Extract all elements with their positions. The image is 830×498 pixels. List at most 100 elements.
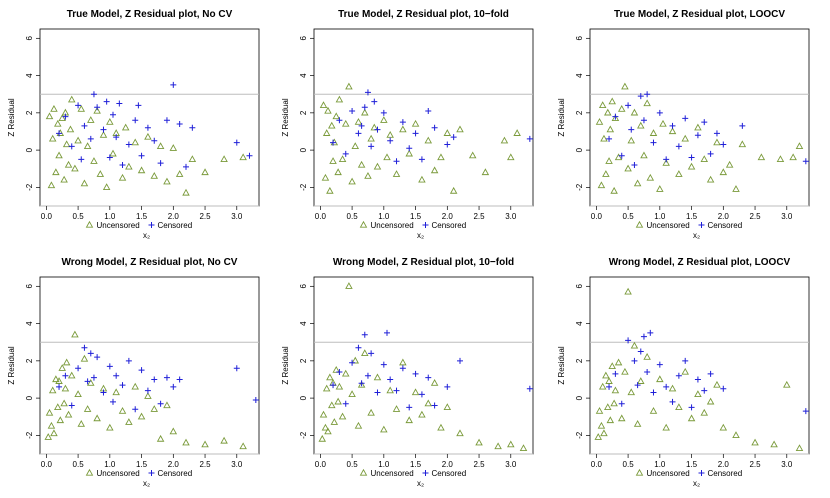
censored-point xyxy=(75,102,82,109)
uncensored-point xyxy=(62,140,71,148)
uncensored-point xyxy=(77,104,86,112)
uncensored-point xyxy=(373,373,382,381)
censored-point xyxy=(713,130,720,137)
censored-point xyxy=(368,143,375,150)
x-tick-label: 1.5 xyxy=(410,460,422,469)
censored-point xyxy=(612,113,619,120)
censored-point xyxy=(358,380,365,387)
censored-point xyxy=(103,98,110,105)
uncensored-point xyxy=(604,108,612,116)
x-tick-label: 3.0 xyxy=(781,212,793,221)
censored-point xyxy=(644,91,651,98)
x-axis-label: x₂ xyxy=(143,479,150,488)
censored-point xyxy=(336,117,343,124)
censored-point xyxy=(163,117,170,124)
censored-point xyxy=(380,361,387,368)
uncensored-point xyxy=(507,153,515,161)
legend-uncensored-label: Uncensored xyxy=(97,221,140,230)
censored-point xyxy=(450,134,457,141)
y-tick-label: -2 xyxy=(575,431,584,439)
uncensored-point xyxy=(675,170,683,177)
uncensored-point xyxy=(58,364,66,371)
uncensored-point xyxy=(87,379,95,386)
uncensored-point xyxy=(456,125,464,133)
panel-title: Wrong Model, Z Residual plot, 10−fold xyxy=(333,257,514,268)
uncensored-point xyxy=(681,367,689,375)
x-tick-label: 2.5 xyxy=(199,212,211,221)
y-axis-label: Z Residual xyxy=(7,346,16,384)
censored-point xyxy=(399,119,406,126)
legend: Uncensored Censored xyxy=(85,220,192,230)
censored-point xyxy=(84,378,91,385)
x-axis-label: x₂ xyxy=(143,231,150,240)
uncensored-point xyxy=(443,129,452,136)
uncensored-point xyxy=(52,375,60,383)
censored-point xyxy=(526,135,533,142)
uncensored-point xyxy=(64,160,73,168)
uncensored-point xyxy=(694,390,702,397)
legend-uncensored-marker xyxy=(359,220,368,228)
censored-point xyxy=(349,107,356,114)
legend: Uncensored Censored xyxy=(359,220,466,230)
uncensored-point xyxy=(507,440,515,448)
x-tick-label: 2.5 xyxy=(199,460,211,469)
uncensored-point xyxy=(338,155,347,163)
uncensored-point xyxy=(610,399,618,407)
censored-point xyxy=(170,81,177,88)
uncensored-point xyxy=(386,386,394,394)
x-tick-label: 2.0 xyxy=(442,212,454,221)
legend-uncensored-label: Uncensored xyxy=(371,469,414,478)
censored-point xyxy=(418,156,425,163)
x-tick-label: 0.5 xyxy=(347,212,359,221)
uncensored-point xyxy=(321,423,330,431)
y-axis-label: Z Residual xyxy=(557,346,566,384)
y-tick-label: 4 xyxy=(25,73,34,78)
x-tick-label: 0.5 xyxy=(347,460,359,469)
censored-point xyxy=(336,369,343,376)
censored-point xyxy=(56,130,63,137)
uncensored-point xyxy=(348,390,356,397)
uncensored-point xyxy=(80,354,89,362)
censored-point xyxy=(170,383,177,390)
uncensored-point xyxy=(738,140,747,148)
uncensored-point xyxy=(399,358,407,366)
uncensored-point xyxy=(182,188,190,196)
uncensored-point xyxy=(643,352,651,360)
uncensored-point xyxy=(621,82,629,90)
uncensored-point xyxy=(329,157,337,164)
uncensored-point xyxy=(66,125,75,133)
uncensored-point xyxy=(102,183,111,190)
uncensored-point xyxy=(48,134,57,142)
uncensored-point xyxy=(112,388,120,396)
censored-point xyxy=(647,329,654,336)
uncensored-point xyxy=(106,423,114,431)
uncensored-point xyxy=(62,358,71,366)
censored-point xyxy=(387,137,394,144)
uncensored-point xyxy=(169,144,178,151)
uncensored-point xyxy=(437,423,445,431)
censored-point xyxy=(56,383,63,390)
censored-point xyxy=(119,162,126,169)
x-tick-label: 1.5 xyxy=(410,212,422,221)
uncensored-point xyxy=(513,129,521,136)
censored-point xyxy=(707,150,714,157)
panel-title: True Model, Z Residual plot, 10−fold xyxy=(338,9,509,20)
uncensored-point xyxy=(131,138,139,146)
y-tick-label: -2 xyxy=(299,183,308,191)
uncensored-point xyxy=(630,341,639,349)
censored-point xyxy=(625,102,632,109)
uncensored-point xyxy=(468,151,477,159)
censored-point xyxy=(387,376,394,383)
uncensored-point xyxy=(83,142,92,149)
y-tick-label: 2 xyxy=(25,110,34,115)
uncensored-point xyxy=(144,132,152,140)
uncensored-point xyxy=(99,131,108,138)
censored-point xyxy=(380,109,387,116)
censored-point xyxy=(425,374,432,381)
censored-point xyxy=(144,387,151,394)
uncensored-point xyxy=(600,429,608,437)
y-tick-label: 6 xyxy=(25,284,34,289)
censored-point xyxy=(135,102,142,109)
x-tick-label: 0.5 xyxy=(623,460,635,469)
y-tick-label: 2 xyxy=(299,110,308,115)
